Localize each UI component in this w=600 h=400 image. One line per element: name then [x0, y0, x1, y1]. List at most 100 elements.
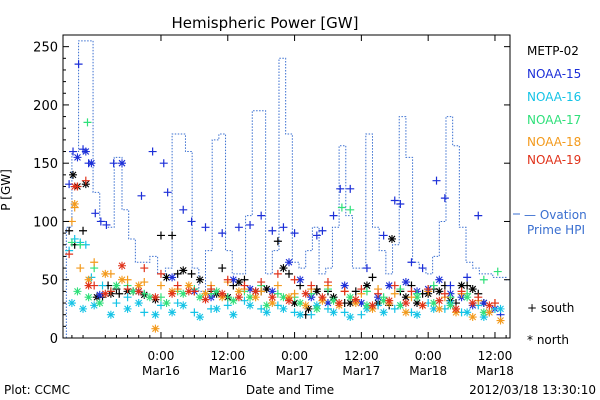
legend-noaa-16: NOAA-16 [527, 90, 581, 104]
point-north-noaa-18 [496, 316, 505, 325]
point-north-noaa-16 [106, 310, 115, 319]
point-south-noaa-15 [91, 209, 100, 218]
point-north-noaa-18 [234, 287, 243, 296]
point-north-noaa-18 [70, 199, 79, 208]
point-south-noaa-18 [273, 281, 282, 290]
point-south-noaa-19 [207, 285, 216, 294]
point-south-metp-02 [79, 226, 88, 235]
point-north-noaa-16 [296, 310, 305, 319]
point-north-noaa-17 [212, 287, 221, 296]
point-south-noaa-16 [257, 304, 266, 313]
point-south-noaa-16 [357, 310, 366, 319]
point-south-noaa-15 [379, 231, 388, 240]
point-south-noaa-17 [429, 281, 438, 290]
point-south-noaa-15 [179, 205, 188, 214]
point-north-noaa-17 [479, 308, 488, 317]
point-north-noaa-16 [123, 304, 132, 313]
point-south-noaa-16 [140, 308, 149, 317]
point-north-metp-02 [312, 287, 321, 296]
point-south-noaa-18 [67, 217, 76, 226]
point-north-noaa-15 [118, 159, 127, 168]
point-south-noaa-19 [273, 269, 282, 278]
y-tick-label: 0 [50, 332, 58, 347]
point-south-noaa-19 [457, 287, 466, 296]
point-south-metp-02 [218, 264, 227, 273]
point-north-noaa-17 [145, 293, 154, 302]
point-north-noaa-18 [251, 293, 260, 302]
point-north-noaa-17 [179, 289, 188, 298]
point-south-noaa-18 [290, 289, 299, 298]
point-north-noaa-19 [201, 295, 210, 304]
point-south-noaa-15 [102, 220, 111, 229]
point-south-noaa-15 [257, 211, 266, 220]
point-south-noaa-15 [329, 211, 338, 220]
point-north-noaa-16 [279, 304, 288, 313]
point-south-noaa-17 [83, 118, 92, 127]
point-north-noaa-18 [184, 281, 193, 290]
point-south-noaa-15 [74, 60, 83, 69]
point-south-noaa-15 [362, 264, 371, 273]
point-north-noaa-18 [84, 275, 93, 284]
point-north-noaa-19 [268, 293, 277, 302]
point-north-metp-02 [346, 299, 355, 308]
y-tick-label: 150 [33, 157, 58, 172]
point-south-noaa-16 [98, 281, 107, 290]
point-north-noaa-17 [95, 299, 104, 308]
point-north-noaa-18 [201, 289, 210, 298]
point-north-noaa-17 [129, 287, 138, 296]
point-south-noaa-17 [362, 287, 371, 296]
point-south-noaa-17 [337, 203, 346, 212]
point-north-noaa-16 [463, 308, 472, 317]
legend-south: + south [527, 301, 574, 315]
x-tick-label-time: 12:00 [344, 349, 379, 363]
point-south-noaa-15 [234, 223, 243, 232]
point-north-metp-02 [435, 287, 444, 296]
point-north-metp-02 [387, 234, 396, 243]
point-south-noaa-15 [218, 229, 227, 238]
point-north-noaa-19 [70, 182, 79, 191]
point-north-metp-02 [304, 304, 313, 313]
point-north-noaa-19 [401, 299, 410, 308]
point-south-noaa-15 [346, 184, 355, 193]
point-north-metp-02 [401, 293, 410, 302]
y-tick-label: 200 [33, 99, 58, 114]
point-south-noaa-18 [140, 278, 149, 287]
point-south-noaa-19 [307, 281, 316, 290]
point-north-noaa-19 [418, 301, 427, 310]
point-north-noaa-17 [112, 281, 121, 290]
point-north-noaa-18 [101, 269, 110, 278]
point-south-noaa-15 [336, 184, 345, 193]
point-south-noaa-15 [432, 176, 441, 185]
point-north-noaa-16 [479, 313, 488, 322]
point-north-noaa-16 [151, 310, 160, 319]
point-north-metp-02 [179, 266, 188, 275]
point-north-noaa-19 [251, 287, 260, 296]
point-north-metp-02 [262, 285, 271, 294]
point-north-noaa-17 [379, 296, 388, 305]
point-south-metp-02 [368, 273, 377, 282]
point-south-metp-02 [351, 287, 360, 296]
point-north-noaa-19 [184, 287, 193, 296]
point-north-noaa-16 [229, 310, 238, 319]
x-tick-label-date: Mar17 [342, 364, 380, 378]
point-north-noaa-17 [362, 301, 371, 310]
point-south-noaa-18 [390, 289, 399, 298]
point-north-noaa-17 [73, 287, 82, 296]
point-south-noaa-19 [290, 275, 299, 284]
point-south-noaa-15 [463, 273, 472, 282]
point-south-noaa-17 [67, 238, 76, 247]
point-north-noaa-16 [429, 304, 438, 313]
point-north-noaa-18 [485, 308, 494, 317]
point-north-noaa-18 [401, 308, 410, 317]
x-tick-label-time: 12:00 [210, 349, 245, 363]
point-north-noaa-18 [435, 304, 444, 313]
point-south-noaa-15 [96, 217, 105, 226]
point-north-noaa-19 [335, 299, 344, 308]
point-south-noaa-17 [479, 275, 488, 284]
point-south-noaa-18 [90, 258, 99, 267]
point-north-noaa-17 [413, 293, 422, 302]
point-south-noaa-19 [223, 275, 232, 284]
legend-ovation-line2: Prime HPI [527, 223, 585, 237]
point-south-noaa-15 [279, 223, 288, 232]
